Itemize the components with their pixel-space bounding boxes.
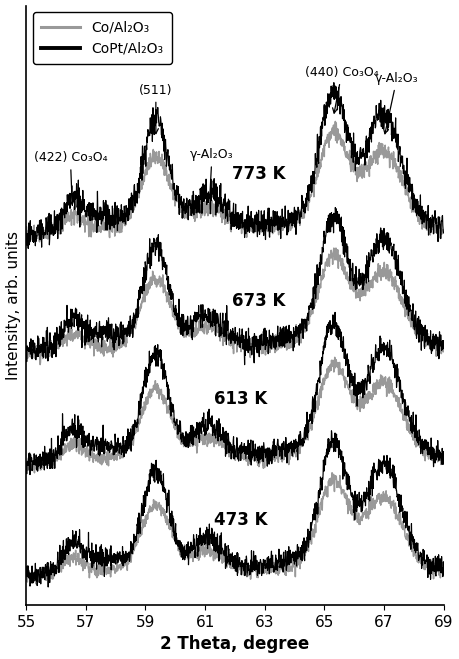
Text: 613 K: 613 K [214,390,268,408]
Text: (422) Co₃O₄: (422) Co₃O₄ [34,152,107,204]
Legend: Co/Al₂O₃, CoPt/Al₂O₃: Co/Al₂O₃, CoPt/Al₂O₃ [33,13,172,64]
Text: 673 K: 673 K [232,292,285,310]
Text: 773 K: 773 K [232,165,285,183]
Text: γ-Al₂O₃: γ-Al₂O₃ [190,148,234,198]
Text: 473 K: 473 K [214,511,268,529]
Text: γ-Al₂O₃: γ-Al₂O₃ [375,72,419,134]
Text: (511): (511) [139,84,173,134]
X-axis label: 2 Theta, degree: 2 Theta, degree [160,635,309,654]
Text: (440) Co₃O₄: (440) Co₃O₄ [305,66,379,113]
Y-axis label: Intensity, arb. units: Intensity, arb. units [6,231,21,380]
